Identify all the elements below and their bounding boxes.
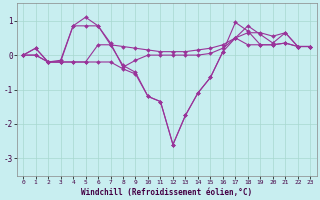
X-axis label: Windchill (Refroidissement éolien,°C): Windchill (Refroidissement éolien,°C) [81,188,252,197]
